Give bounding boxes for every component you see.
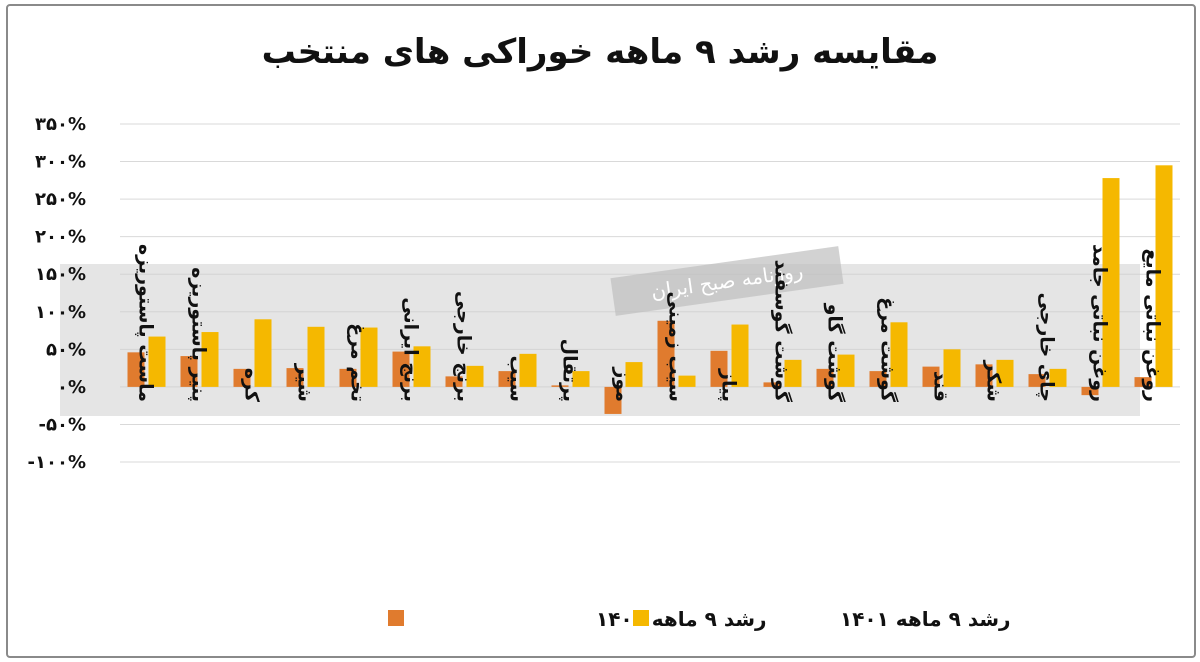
y-tick-label: -۱۰۰%: [28, 452, 86, 473]
bar-1401-19: [1155, 165, 1173, 387]
bar-1401-16: [996, 359, 1014, 387]
bar-1401-7: [519, 353, 537, 387]
bar-1401-12: [784, 359, 802, 387]
x-category-label: قند: [930, 371, 952, 402]
bar-1401-8: [572, 371, 590, 387]
bar-1400-19: [1134, 377, 1152, 387]
bar-1401-5: [413, 346, 431, 387]
x-category-label: گوشت گاو: [824, 303, 847, 403]
x-category-label: موز: [612, 366, 634, 402]
y-axis-ticks: -۱۰۰% -۵۰% ۰% ۵۰% ۱۰۰% ۱۵۰% ۲۰۰% ۲۵۰% ۳۰۰% ۳۵۰%: [28, 114, 86, 473]
x-category-label: گوشت مرغ: [877, 297, 900, 403]
bar-1400-18: [1081, 386, 1099, 396]
bar-1400-11: [710, 350, 728, 387]
legend-label-1400: رشد ۹ ماهه ۱۴۰۰: [596, 607, 767, 631]
bar-1401-14: [890, 322, 908, 387]
y-tick-label: ۲۵۰%: [35, 189, 86, 210]
legend-swatch-1401: [633, 610, 649, 626]
x-category-label: ماست پاستوریزه: [135, 244, 157, 402]
bar-1400-12: [763, 382, 781, 387]
bar-1400-8: [551, 385, 569, 387]
legend-label-1401: رشد ۹ ماهه ۱۴۰۱: [840, 607, 1011, 631]
watermark-band: [60, 264, 1140, 416]
bar-1400-6: [445, 376, 463, 387]
bar-1400-2: [233, 368, 251, 387]
bar-1401-17: [1049, 368, 1067, 387]
x-category-label: گوشت گوسفند: [771, 260, 794, 403]
x-category-label: پنیر پاستوریزه: [188, 267, 210, 402]
x-category-label: روغن نباتی مایع: [1142, 249, 1164, 402]
bar-1400-17: [1028, 374, 1046, 387]
x-category-label: تخم مرغ: [347, 323, 369, 402]
bar-1400-9: [604, 386, 622, 414]
watermark-caption-box: [610, 246, 844, 316]
chart-title: مقایسه رشد ۹ ماهه خوراکی های منتخب: [261, 32, 939, 72]
x-category-label: شکر: [983, 359, 1005, 402]
bar-1401-0: [148, 336, 166, 387]
x-category-label: روغن نباتی جامد: [1089, 244, 1111, 402]
bar-1400-0: [127, 352, 145, 387]
y-tick-label: ۳۰۰%: [35, 152, 86, 173]
bar-1400-3: [286, 368, 304, 387]
bar-1401-6: [466, 365, 484, 387]
y-tick-label: ۳۵۰%: [35, 114, 86, 135]
y-tick-label: ۵۰%: [46, 339, 86, 360]
y-tick-label: -۵۰%: [39, 414, 86, 435]
bar-1400-1: [180, 356, 198, 387]
x-category-label: پیاز: [718, 368, 740, 402]
y-tick-label: ۰%: [57, 377, 86, 398]
x-category-label: پرتقال: [559, 339, 581, 402]
bar-1400-13: [816, 368, 834, 387]
x-category-label: چای خارجی: [1036, 292, 1058, 402]
bars: [127, 165, 1173, 414]
bar-1401-11: [731, 324, 749, 387]
y-tick-label: ۲۰۰%: [35, 227, 86, 248]
legend-swatch-1400: [388, 610, 404, 626]
watermark: روزنامه صبح ایران: [60, 246, 1140, 416]
bar-1400-10: [657, 320, 675, 387]
bar-1400-7: [498, 371, 516, 387]
bar-1401-3: [307, 326, 325, 387]
bar-1400-15: [922, 366, 940, 387]
bar-1401-15: [943, 349, 961, 387]
x-category-label: کره: [241, 368, 263, 403]
y-tick-label: ۱۵۰%: [35, 264, 86, 285]
x-category-label: سیب زمینی: [665, 291, 687, 402]
x-category-label: شیر: [294, 363, 316, 402]
bar-1401-4: [360, 327, 378, 387]
bar-1401-10: [678, 375, 696, 387]
bar-1401-18: [1102, 178, 1120, 387]
x-category-label: برنج خارجی: [453, 291, 475, 402]
bar-1400-16: [975, 364, 993, 387]
y-tick-label: ۱۰۰%: [35, 302, 86, 323]
bar-1401-2: [254, 319, 272, 387]
x-category-label: سیب: [506, 355, 528, 402]
bar-1401-13: [837, 354, 855, 387]
legend: رشد ۹ ماهه ۱۴۰۰ رشد ۹ ماهه ۱۴۰۱: [388, 607, 1011, 631]
bar-1401-9: [625, 362, 643, 387]
x-category-label: برنج ایرانی: [400, 297, 422, 402]
bar-1400-4: [339, 368, 357, 387]
x-axis-categories: ماست پاستوریزه پنیر پاستوریزه کره شیر تخم مر…: [135, 244, 1164, 403]
bar-1400-14: [869, 371, 887, 387]
bar-1400-5: [392, 351, 410, 387]
bar-1401-1: [201, 332, 219, 387]
